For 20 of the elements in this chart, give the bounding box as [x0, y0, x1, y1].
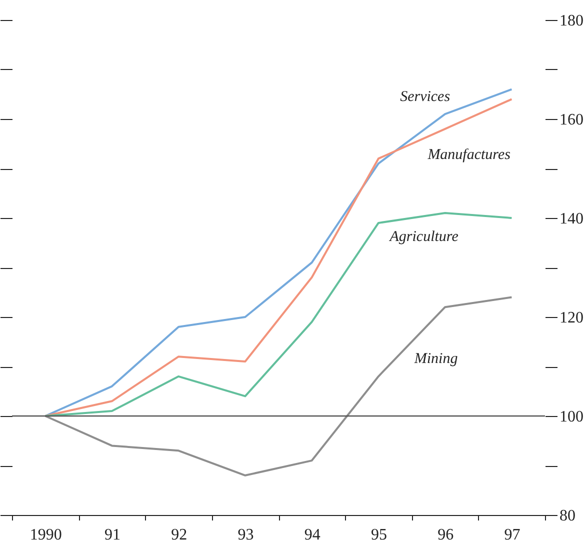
line-series — [44, 212, 513, 417]
series-label: Manufactures — [426, 146, 511, 163]
series-label: Services — [400, 89, 450, 106]
y-tick-label: 80 — [560, 508, 576, 524]
x-tick-label: 93 — [238, 526, 254, 540]
x-tick-label: 95 — [370, 526, 387, 540]
line-series — [44, 296, 513, 476]
y-tick-label: 160 — [560, 112, 584, 128]
x-tick-label: 1990 — [30, 526, 62, 540]
y-tick-label: 140 — [560, 210, 584, 228]
x-tick-label: 94 — [304, 526, 320, 540]
y-tick-label: 100 — [560, 408, 584, 426]
x-tick-label: 97 — [504, 526, 520, 540]
series-label: Agriculture — [388, 229, 459, 246]
x-tick-label: 92 — [171, 526, 188, 540]
x-tick-label: 96 — [438, 526, 454, 540]
x-tick-label: 91 — [104, 526, 120, 540]
series-label: Mining — [413, 351, 458, 368]
y-tick-label: 120 — [560, 310, 584, 326]
y-tick-label: 180 — [560, 12, 584, 30]
